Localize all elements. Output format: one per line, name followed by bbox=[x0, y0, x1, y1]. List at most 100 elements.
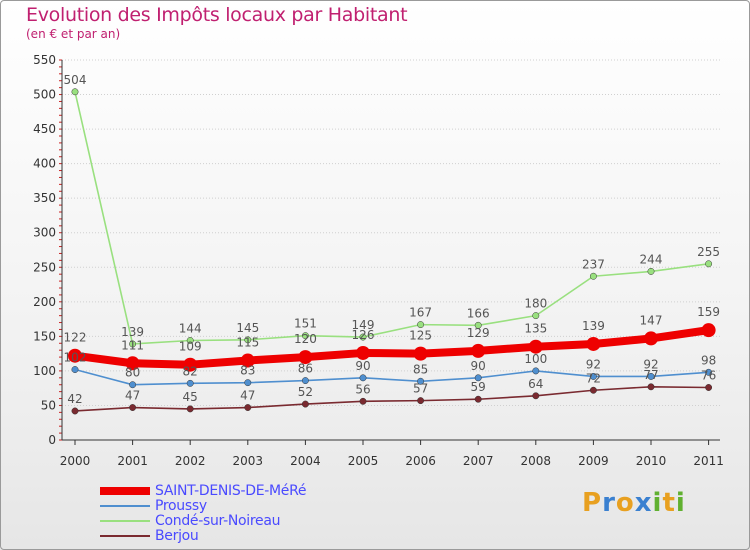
data-point bbox=[183, 357, 198, 372]
y-tick-label: 500 bbox=[33, 88, 56, 102]
data-label: 76 bbox=[701, 368, 716, 382]
data-label: 180 bbox=[524, 297, 547, 311]
data-point bbox=[528, 339, 543, 354]
x-tick-label: 2011 bbox=[693, 454, 724, 468]
data-point bbox=[589, 372, 597, 380]
data-label: 85 bbox=[413, 362, 428, 376]
x-tick-label: 2000 bbox=[60, 454, 91, 468]
data-point bbox=[298, 350, 313, 365]
legend-swatch bbox=[100, 505, 150, 507]
x-tick-label: 2007 bbox=[463, 454, 494, 468]
data-label: 145 bbox=[236, 321, 259, 335]
proxiti-logo: Proxiti bbox=[582, 488, 686, 518]
series-line bbox=[74, 385, 710, 412]
data-label: 45 bbox=[183, 390, 198, 404]
data-point bbox=[301, 400, 309, 408]
data-label: 111 bbox=[121, 338, 144, 352]
data-label: 126 bbox=[352, 328, 375, 342]
data-point bbox=[71, 366, 79, 373]
y-tick-label: 100 bbox=[33, 364, 56, 378]
logo-letter: i bbox=[675, 488, 686, 518]
data-point bbox=[129, 340, 137, 348]
data-point bbox=[644, 331, 658, 346]
data-label: 59 bbox=[471, 380, 486, 394]
y-tick-label: 350 bbox=[33, 191, 56, 205]
data-label: 83 bbox=[240, 364, 255, 378]
x-tick-label: 2006 bbox=[405, 454, 436, 468]
data-label: 237 bbox=[582, 257, 605, 271]
logo-letter: o bbox=[615, 488, 635, 518]
data-label: 57 bbox=[413, 382, 428, 396]
y-tick-label: 400 bbox=[33, 157, 56, 171]
y-tick-label: 150 bbox=[33, 329, 56, 343]
data-label: 86 bbox=[298, 362, 313, 376]
legend-swatch bbox=[100, 487, 150, 495]
data-label: 72 bbox=[586, 371, 601, 385]
data-label: 139 bbox=[121, 325, 144, 339]
x-tick-label: 2001 bbox=[117, 454, 148, 468]
series-line bbox=[74, 368, 710, 386]
logo-letter: r bbox=[602, 488, 616, 518]
data-label: 47 bbox=[240, 389, 255, 403]
data-label: 109 bbox=[179, 340, 202, 354]
data-label: 90 bbox=[355, 359, 370, 373]
data-point bbox=[474, 395, 482, 403]
x-tick-label: 2005 bbox=[348, 454, 379, 468]
data-point bbox=[532, 312, 540, 320]
data-label: 47 bbox=[125, 389, 140, 403]
data-point bbox=[71, 407, 79, 415]
data-label: 98 bbox=[701, 353, 716, 367]
data-label: 159 bbox=[697, 305, 720, 319]
logo-letter: t bbox=[662, 488, 676, 518]
data-point bbox=[71, 88, 79, 96]
legend-label: SAINT-DENIS-DE-MéRé bbox=[155, 483, 307, 499]
data-label: 56 bbox=[355, 382, 370, 396]
legend-swatch bbox=[100, 535, 150, 537]
chart-title: Evolution des Impôts locaux par Habitant bbox=[26, 4, 408, 26]
line-chart: 0 50 100 150 200 250 300 350 400 450 500 550 2000 200… bbox=[33, 53, 724, 468]
data-point bbox=[474, 321, 482, 329]
data-point bbox=[417, 397, 425, 405]
y-tick-label: 550 bbox=[33, 53, 56, 67]
data-label: 92 bbox=[643, 357, 658, 371]
data-point bbox=[705, 260, 713, 268]
y-tick-label: 450 bbox=[33, 122, 56, 136]
data-label: 92 bbox=[586, 357, 601, 371]
data-label: 149 bbox=[352, 318, 375, 332]
data-label: 166 bbox=[467, 306, 490, 320]
data-point bbox=[359, 374, 367, 382]
data-point bbox=[532, 367, 540, 375]
data-point bbox=[413, 346, 428, 361]
data-point bbox=[244, 404, 252, 411]
data-point bbox=[301, 377, 309, 385]
data-label: 64 bbox=[528, 377, 543, 391]
data-point bbox=[586, 336, 601, 351]
series-line bbox=[71, 326, 713, 369]
data-label: 82 bbox=[183, 364, 198, 378]
y-tick-label: 200 bbox=[33, 295, 56, 309]
data-point bbox=[356, 345, 370, 360]
data-point bbox=[186, 337, 194, 344]
data-label: 52 bbox=[298, 385, 313, 399]
data-point bbox=[532, 392, 540, 400]
data-point bbox=[129, 404, 137, 411]
data-point bbox=[125, 356, 140, 371]
data-point bbox=[647, 267, 655, 275]
x-tick-label: 2010 bbox=[636, 454, 667, 468]
data-point bbox=[244, 336, 252, 344]
data-label: 90 bbox=[471, 359, 486, 373]
data-label: 135 bbox=[524, 322, 547, 336]
series-line bbox=[74, 90, 710, 345]
logo-letter: P bbox=[582, 488, 603, 518]
data-point bbox=[244, 379, 252, 387]
data-label: 80 bbox=[125, 366, 140, 380]
data-label: 125 bbox=[409, 329, 432, 343]
data-label: 129 bbox=[467, 326, 490, 340]
legend-swatch bbox=[100, 520, 150, 522]
data-label: 77 bbox=[643, 368, 658, 382]
data-point bbox=[589, 272, 597, 280]
legend-label: Berjou bbox=[155, 528, 199, 544]
data-label: 151 bbox=[294, 317, 317, 331]
x-tick-label: 2004 bbox=[290, 454, 321, 468]
data-label: 102 bbox=[64, 351, 87, 365]
